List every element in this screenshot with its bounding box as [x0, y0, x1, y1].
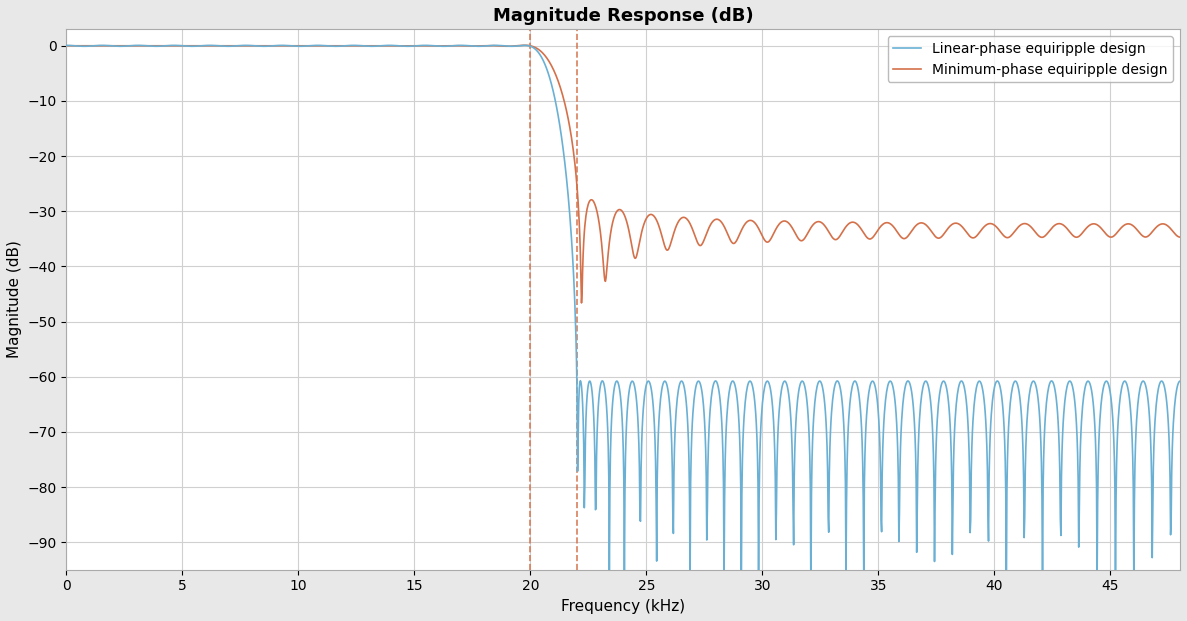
X-axis label: Frequency (kHz): Frequency (kHz): [561, 599, 685, 614]
Line: Linear-phase equiripple design: Linear-phase equiripple design: [66, 45, 1180, 597]
Minimum-phase equiripple design: [59, 42, 74, 50]
Linear-phase equiripple design: [59, 42, 74, 49]
Minimum-phase equiripple design: [1141, 232, 1155, 240]
Linear-phase equiripple design: [116, 42, 131, 50]
Linear-phase equiripple design: [937, 378, 951, 385]
Title: Magnitude Response (dB): Magnitude Response (dB): [493, 7, 754, 25]
Linear-phase equiripple design: [735, 594, 749, 601]
Legend: Linear-phase equiripple design, Minimum-phase equiripple design: Linear-phase equiripple design, Minimum-…: [888, 36, 1173, 82]
Minimum-phase equiripple design: [572, 209, 586, 216]
Minimum-phase equiripple design: [518, 42, 532, 49]
Linear-phase equiripple design: [1141, 394, 1155, 402]
Y-axis label: Magnitude (dB): Magnitude (dB): [7, 240, 21, 358]
Linear-phase equiripple design: [572, 399, 586, 407]
Linear-phase equiripple design: [1173, 378, 1187, 385]
Minimum-phase equiripple design: [602, 244, 616, 252]
Linear-phase equiripple design: [1141, 399, 1155, 407]
Linear-phase equiripple design: [518, 42, 532, 49]
Minimum-phase equiripple design: [1173, 233, 1187, 241]
Line: Minimum-phase equiripple design: Minimum-phase equiripple design: [66, 45, 1180, 303]
Minimum-phase equiripple design: [937, 230, 951, 238]
Linear-phase equiripple design: [601, 443, 615, 450]
Minimum-phase equiripple design: [1141, 233, 1155, 240]
Minimum-phase equiripple design: [116, 42, 131, 50]
Minimum-phase equiripple design: [575, 299, 589, 307]
